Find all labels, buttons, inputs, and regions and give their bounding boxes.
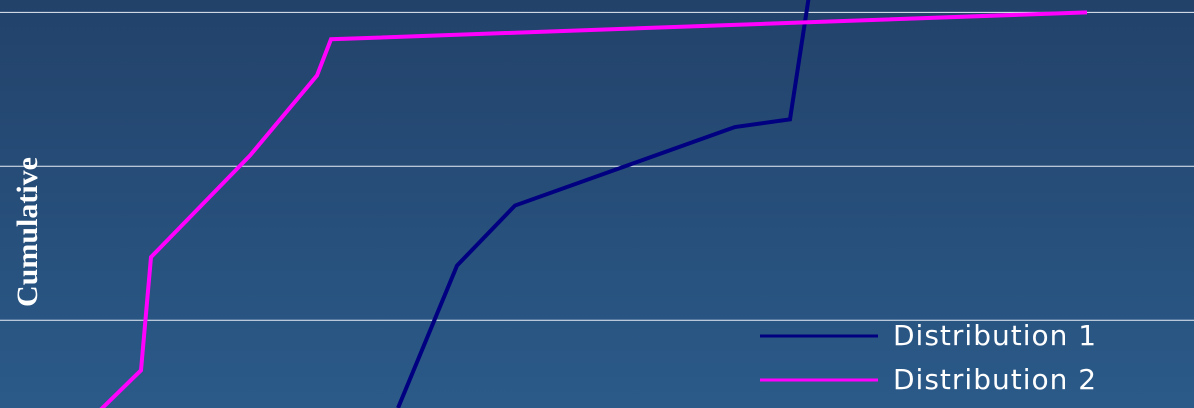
legend-label: Distribution 2 xyxy=(893,363,1097,396)
y-axis-label: Cumulative xyxy=(11,157,44,307)
series-line xyxy=(99,10,1088,408)
legend: Distribution 1 Distribution 2 xyxy=(760,319,1097,396)
plot-area xyxy=(99,0,1088,408)
legend-label: Distribution 1 xyxy=(893,319,1097,352)
series-line xyxy=(396,0,811,408)
grid xyxy=(0,11,1194,321)
